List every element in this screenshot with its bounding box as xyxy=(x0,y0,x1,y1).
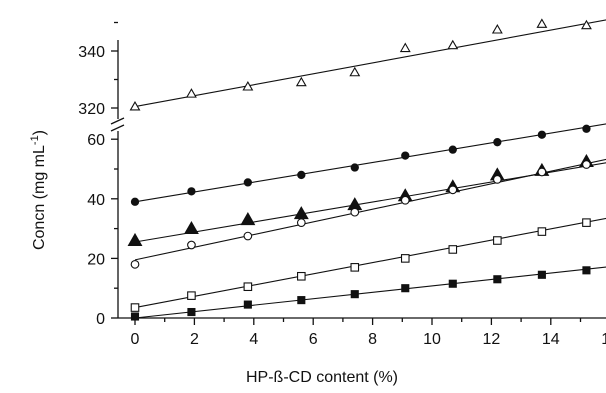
data-point xyxy=(349,66,361,77)
data-point xyxy=(537,167,547,177)
data-point xyxy=(580,19,592,30)
data-point xyxy=(582,160,591,169)
data-point xyxy=(582,266,591,275)
data-point xyxy=(537,270,546,279)
y-tick-label: 20 xyxy=(87,251,105,268)
data-point xyxy=(187,307,196,317)
x-tick-label: 16 xyxy=(601,331,606,348)
data-point xyxy=(401,284,410,293)
data-point xyxy=(401,151,410,160)
y-tick-label: 0 xyxy=(96,311,105,328)
axis-break-mark xyxy=(110,117,125,125)
data-point xyxy=(240,212,256,226)
fit-line xyxy=(134,19,606,108)
data-point xyxy=(297,271,306,281)
data-point xyxy=(243,178,253,187)
data-point xyxy=(537,130,547,139)
axis-break-mark xyxy=(110,124,125,132)
data-point xyxy=(400,254,410,263)
data-point xyxy=(350,290,359,299)
data-point xyxy=(493,275,502,284)
fit-line xyxy=(134,158,606,261)
data-point xyxy=(130,260,140,269)
data-point xyxy=(296,218,306,227)
data-point xyxy=(492,175,502,184)
fit-line xyxy=(134,123,606,203)
fit-line xyxy=(134,217,606,309)
data-points xyxy=(127,18,594,321)
data-point xyxy=(243,282,253,292)
data-point xyxy=(187,291,196,300)
data-point xyxy=(297,170,306,180)
data-point xyxy=(448,185,458,195)
data-point xyxy=(295,76,307,87)
data-point xyxy=(187,240,196,250)
fit-line xyxy=(134,162,606,243)
y-tick-label: 40 xyxy=(87,192,105,209)
y-tick-label: 320 xyxy=(78,101,105,118)
data-point xyxy=(447,39,459,50)
y-tick-label: 60 xyxy=(87,132,105,149)
data-point xyxy=(350,163,359,172)
x-tick-label: 10 xyxy=(423,331,441,348)
fit-line xyxy=(134,266,606,319)
axes xyxy=(110,40,606,319)
data-point xyxy=(536,18,548,28)
x-tick-label: 8 xyxy=(368,331,377,348)
data-point xyxy=(491,24,503,34)
x-tick-label: 2 xyxy=(190,331,199,348)
y-axis-title: Concn (mg mL-1) xyxy=(29,130,48,250)
data-point xyxy=(537,227,547,236)
data-point xyxy=(185,88,197,98)
data-point xyxy=(130,312,140,321)
x-tick-label: 0 xyxy=(131,331,140,348)
x-axis-title: HP-ß-CD content (%) xyxy=(246,369,398,386)
data-point xyxy=(243,300,252,309)
data-point xyxy=(187,187,196,196)
data-point xyxy=(130,197,140,206)
x-tick-label: 14 xyxy=(542,331,560,348)
y-axis-title-sup: -1 xyxy=(29,135,41,145)
ticks: 0 2 4 6 8 10 12 14 16 0 20 40 60 320 340 xyxy=(78,21,606,348)
data-point xyxy=(399,42,411,53)
data-point xyxy=(183,220,199,235)
data-point xyxy=(582,124,591,133)
data-point xyxy=(297,296,306,305)
data-point xyxy=(448,145,457,154)
x-tick-label: 4 xyxy=(249,331,258,348)
data-point xyxy=(350,263,360,272)
data-point xyxy=(493,236,502,245)
data-point xyxy=(448,245,458,254)
data-point xyxy=(127,232,143,246)
y-tick-label: 340 xyxy=(78,44,105,61)
data-point xyxy=(448,279,457,288)
data-point xyxy=(493,138,502,147)
fit-lines xyxy=(134,19,606,319)
data-point xyxy=(129,100,141,111)
data-point xyxy=(242,81,254,91)
data-point xyxy=(130,303,140,312)
data-point xyxy=(582,218,591,227)
data-point xyxy=(350,207,360,217)
y-axis-title-main: Concn (mg mL xyxy=(31,145,48,250)
x-tick-label: 12 xyxy=(483,331,501,348)
x-tick-label: 6 xyxy=(309,331,318,348)
data-point xyxy=(400,195,410,205)
data-point xyxy=(243,231,253,241)
y-axis-title-close: ) xyxy=(31,130,48,135)
